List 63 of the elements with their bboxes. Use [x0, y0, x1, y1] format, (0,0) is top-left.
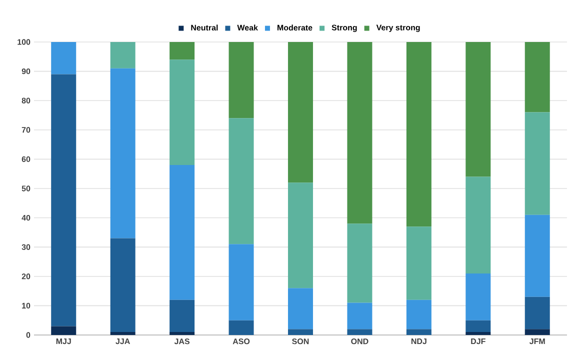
y-tick-label: 10 [22, 302, 30, 309]
bar [51, 326, 76, 335]
y-tick-label: 70 [22, 127, 30, 133]
y-tick-label: 100 [18, 39, 30, 45]
y-tick-label: 30 [22, 244, 30, 250]
bar [228, 118, 254, 244]
bar [51, 42, 76, 74]
x-tick-label: JAS [174, 338, 190, 344]
bar [347, 302, 372, 330]
bar [524, 329, 550, 335]
bar [228, 42, 254, 118]
legend-label: Weak [237, 24, 258, 31]
x-tick-label: DJF [471, 338, 486, 344]
bar [288, 329, 313, 335]
bar [228, 244, 254, 320]
bar [110, 238, 136, 332]
bar [466, 42, 491, 177]
bar [51, 74, 76, 326]
bar [406, 42, 432, 227]
bar [406, 300, 432, 330]
legend-label: Strong [332, 24, 357, 32]
y-tick-label: 0 [26, 332, 30, 338]
x-tick-label: OND [351, 338, 368, 344]
bar [170, 332, 195, 335]
bar [347, 224, 372, 303]
x-tick-label: MJJ [56, 338, 71, 344]
y-tick-label: 20 [22, 274, 30, 280]
bar [466, 332, 491, 335]
bar [170, 42, 195, 60]
bar [524, 112, 550, 215]
y-tick-label: 60 [22, 156, 30, 162]
bar [524, 42, 550, 112]
x-tick-label: SON [292, 338, 309, 344]
bar [406, 329, 432, 335]
y-tick-label: 50 [22, 186, 30, 192]
y-tick-label: 80 [22, 98, 30, 104]
bar [288, 182, 313, 288]
bar [288, 42, 313, 183]
bar [406, 226, 432, 300]
x-tick-label: ASO [232, 338, 250, 344]
x-tick-label: JFM [530, 338, 545, 344]
y-tick-label: 40 [22, 214, 30, 221]
bar [347, 42, 372, 224]
x-tick-label: NDJ [411, 338, 426, 344]
bar [466, 176, 491, 274]
bar [228, 320, 254, 335]
legend-label: Very strong [376, 24, 420, 32]
legend-label: Moderate [278, 24, 312, 31]
y-tick-label: 90 [22, 68, 30, 74]
bar [347, 329, 372, 335]
bar [524, 296, 550, 330]
bar [110, 332, 136, 335]
bar [288, 288, 313, 330]
bar [110, 68, 136, 238]
legend-label: Neutral [191, 24, 218, 31]
bar [466, 273, 491, 320]
bar [170, 60, 195, 166]
bar [524, 214, 550, 297]
bar [110, 42, 136, 68]
x-tick-label: JJA [116, 338, 130, 344]
bar [466, 320, 491, 332]
bar [170, 165, 195, 300]
bar [170, 300, 195, 332]
